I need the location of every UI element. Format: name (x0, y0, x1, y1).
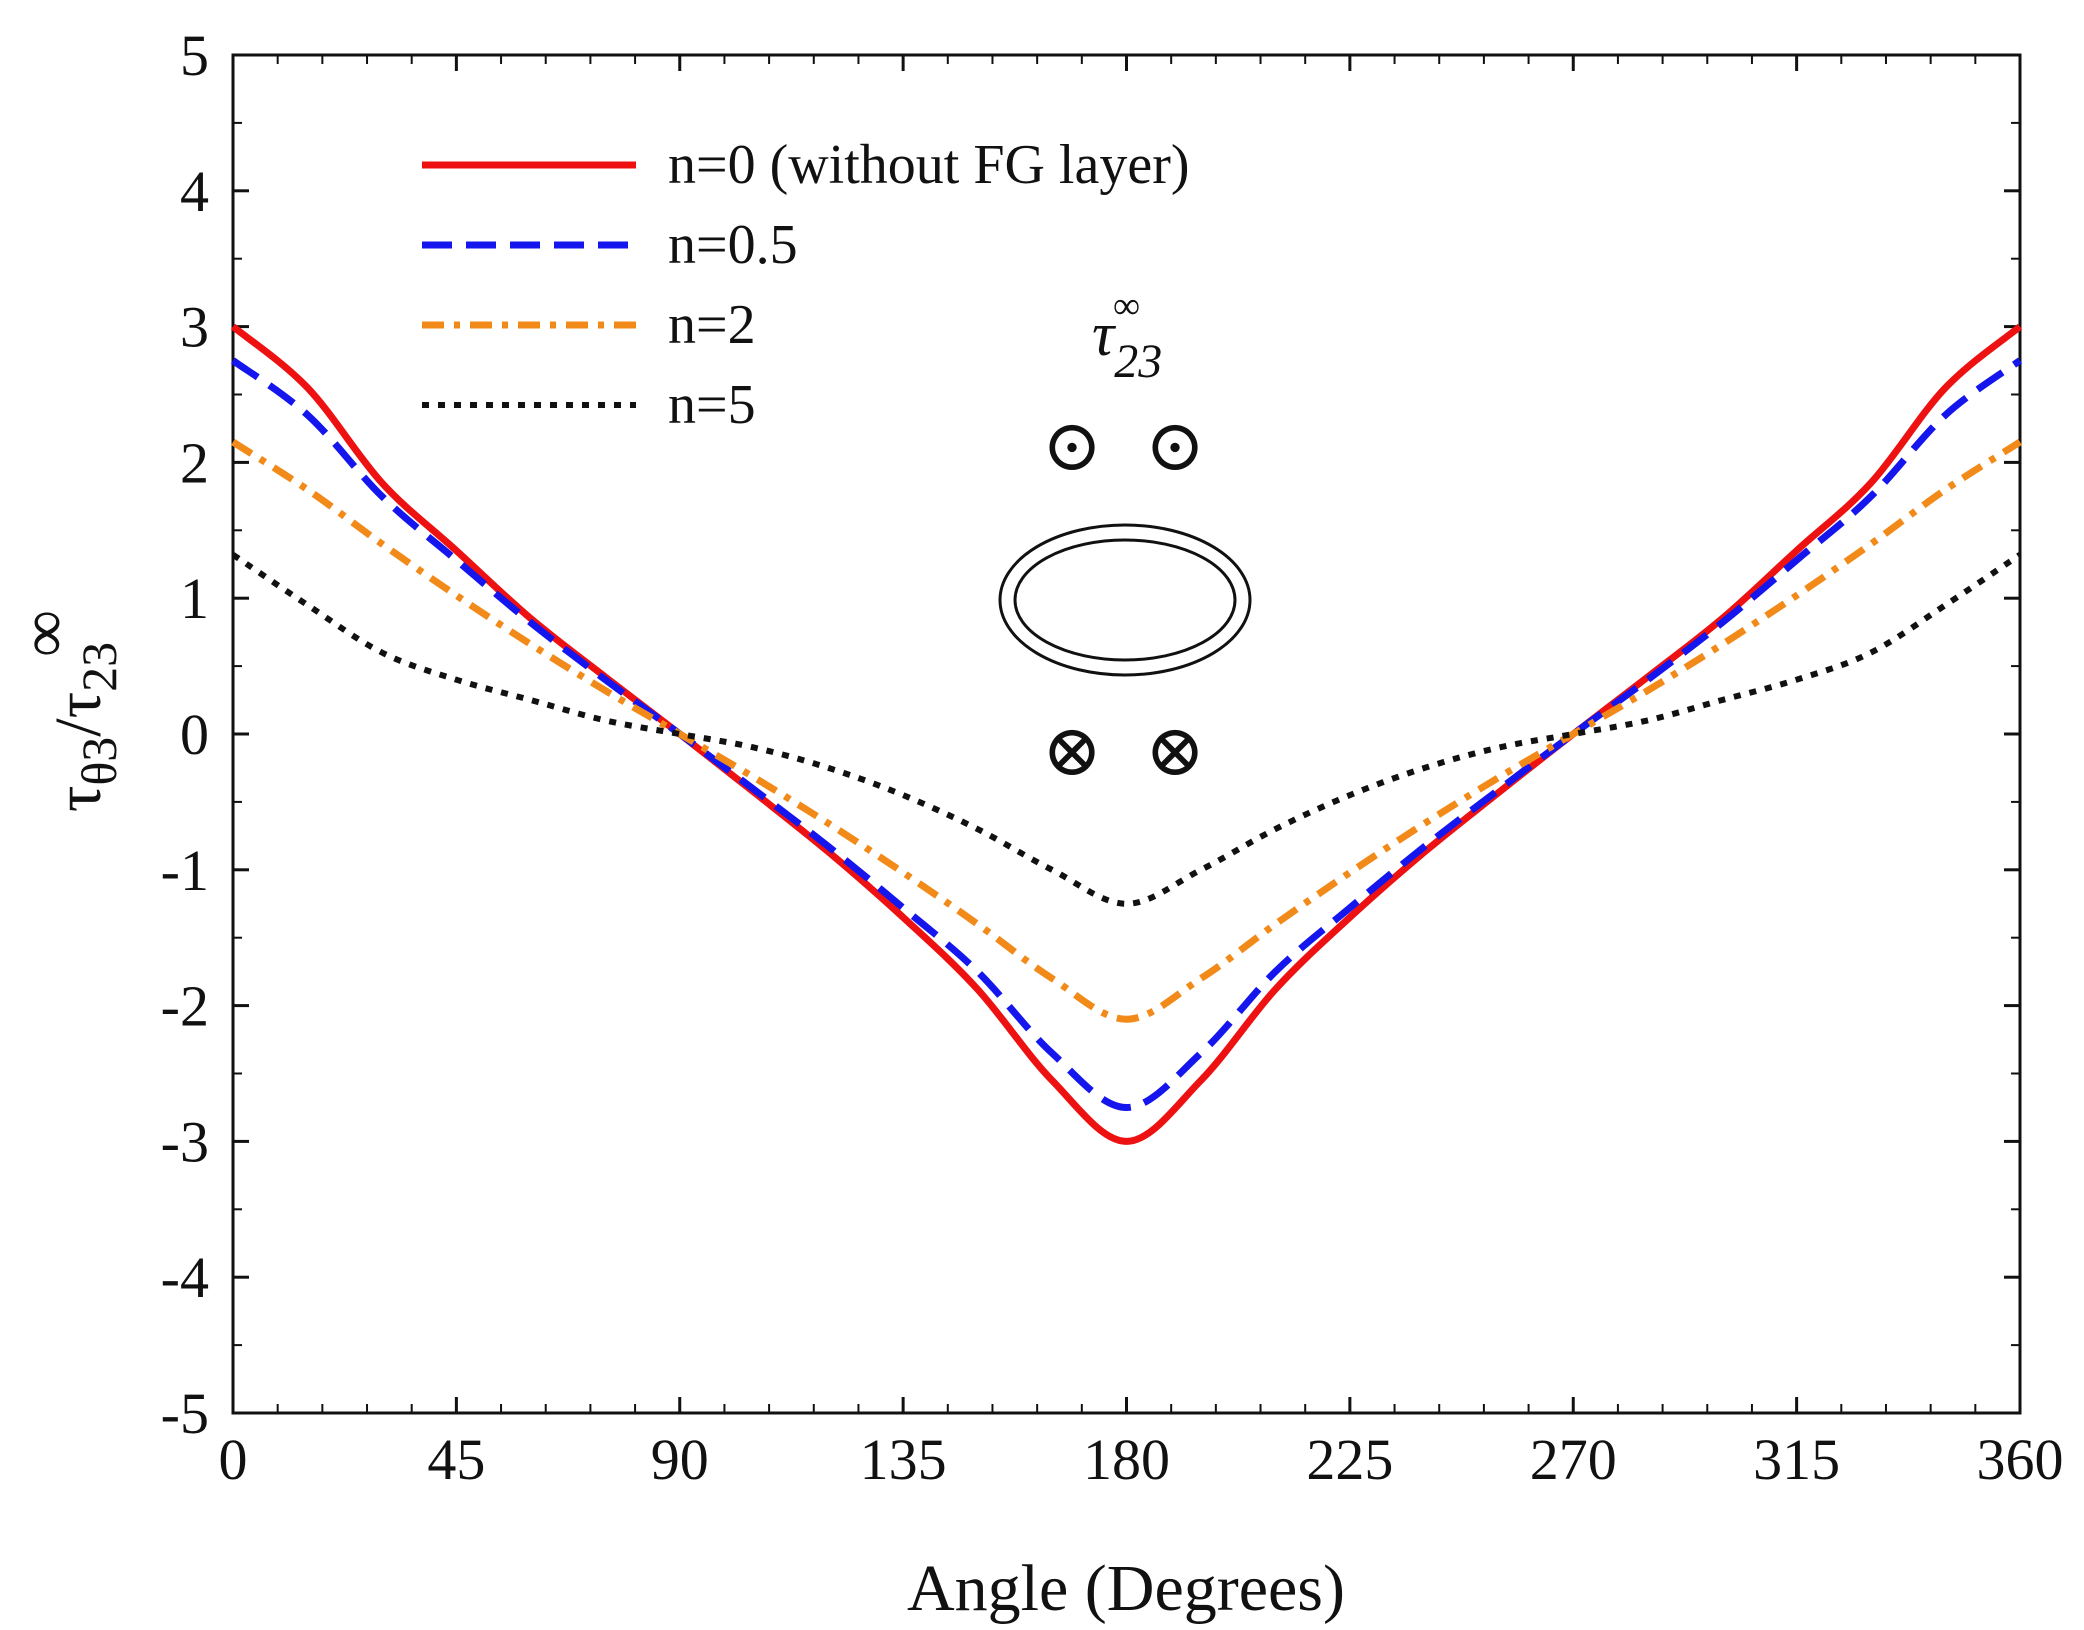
y-tick-label: 4 (180, 159, 209, 224)
x-tick-label: 315 (1753, 1427, 1840, 1492)
series-line-n-2 (231, 439, 2022, 1023)
series-line-n-5 (231, 552, 2022, 907)
x-tick-label: 0 (219, 1427, 248, 1492)
y-title-denominator-sup: ∞ (8, 610, 81, 657)
axis-ticks (231, 53, 2022, 1415)
inset-label-tau: τ (1092, 301, 1117, 369)
y-axis-title: τθ3/τ23 ∞ (8, 610, 127, 812)
x-axis-title: Angle (Degrees) (907, 1552, 1345, 1625)
y-tick-label: -3 (161, 1109, 209, 1174)
y-tick-label: 3 (180, 295, 209, 360)
cross-symbol-right: ⊗ (1145, 711, 1205, 791)
y-tick-label: -2 (161, 974, 209, 1039)
x-tick-label: 180 (1083, 1427, 1170, 1492)
legend-label: n=5 (668, 374, 756, 436)
y-title-numerator-sub: θ3 (71, 737, 127, 786)
y-tick-label: 2 (180, 430, 209, 495)
dot-symbol-left: ⊙ (1042, 406, 1102, 486)
inset-label-sub: 23 (1114, 335, 1162, 388)
x-tick-label: 90 (651, 1427, 709, 1492)
legend-label: n=0 (without FG layer) (668, 134, 1190, 196)
y-title-numerator: τ (42, 786, 115, 813)
legend-label: n=2 (668, 294, 756, 356)
x-tick-label: 270 (1530, 1427, 1617, 1492)
dot-symbol-right: ⊙ (1145, 406, 1205, 486)
inset-schematic: τ23 ∞ ⊙ ⊙ ⊗ ⊗ (998, 285, 1252, 791)
y-title-slash: / (42, 718, 115, 737)
y-tick-label: -1 (161, 838, 209, 903)
inset-label: τ23 (1092, 301, 1162, 388)
y-title-denominator: τ (42, 692, 115, 719)
y-tick-label: -5 (161, 1381, 209, 1446)
legend: n=0 (without FG layer) n=0.5 n=2 n=5 (422, 134, 1190, 436)
legend-label: n=0.5 (668, 214, 798, 276)
x-tick-label: 225 (1306, 1427, 1393, 1492)
y-title-denominator-sub: 23 (71, 642, 127, 692)
x-tick-label: 360 (1977, 1427, 2064, 1492)
y-tick-label: 5 (180, 23, 209, 88)
cross-symbol-left: ⊗ (1042, 711, 1102, 791)
svg-text:τθ3/τ23: τθ3/τ23 (42, 642, 127, 812)
x-tick-label: 135 (860, 1427, 947, 1492)
y-tick-label: 1 (180, 566, 209, 631)
outer-ellipse-hole (998, 523, 1252, 677)
y-tick-label: 0 (180, 702, 209, 767)
series-lines (230, 323, 2023, 1145)
inner-ellipse-hole (1013, 538, 1237, 662)
series-line-n-0-5 (230, 357, 2023, 1112)
plot-frame (231, 53, 2022, 1415)
inset-label-sup: ∞ (1113, 285, 1140, 327)
y-tick-label: -4 (161, 1245, 209, 1310)
x-tick-label: 45 (427, 1427, 485, 1492)
plot-area-border (231, 53, 2022, 1415)
